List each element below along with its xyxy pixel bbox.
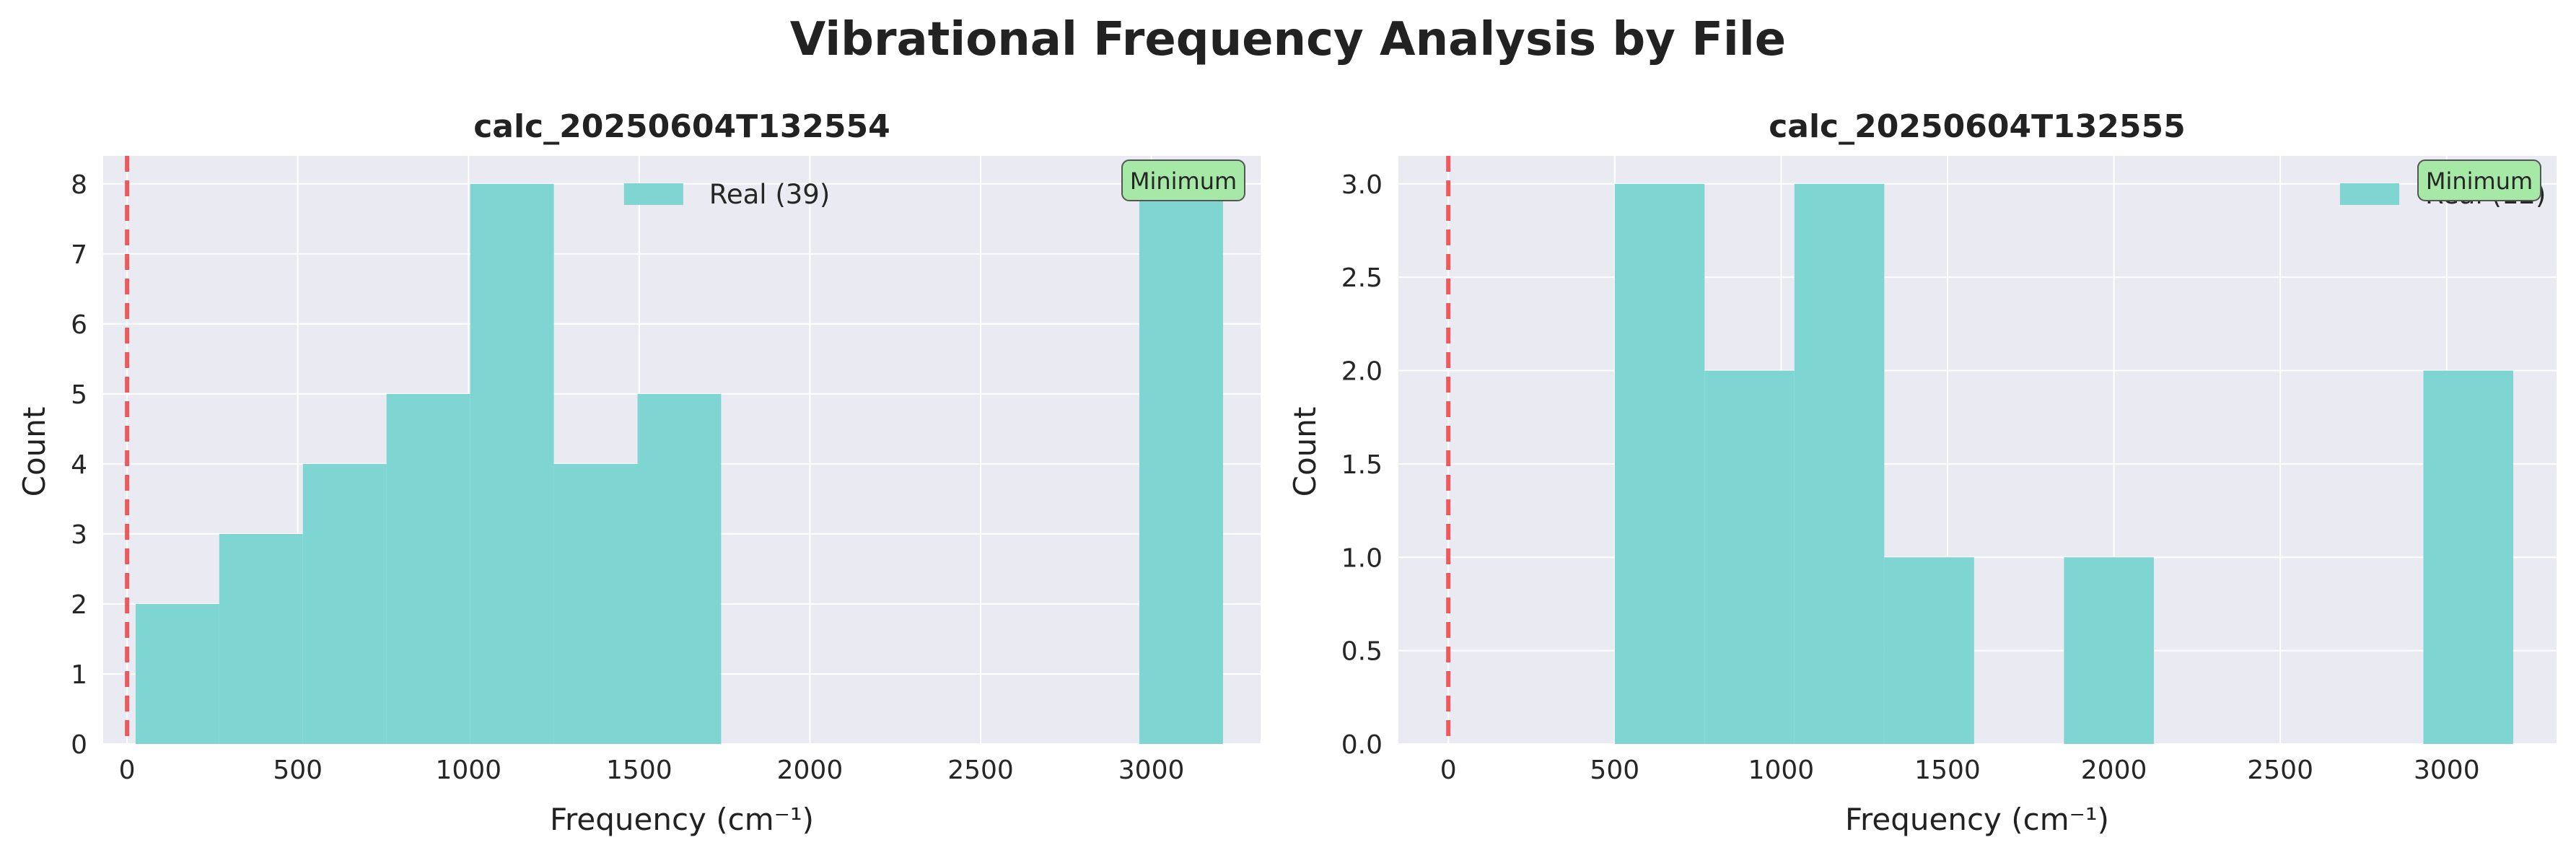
y-axis-label-left: Count [17,407,52,497]
histogram-bar [1139,183,1223,745]
x-tick-label-left: 2000 [777,756,844,785]
histogram-bar [2064,557,2154,744]
y-tick-label-right: 2.5 [1341,263,1383,293]
legend-swatch [2340,183,2399,205]
y-tick-label-right: 0.5 [1341,637,1383,667]
y-tick-label-left: 8 [71,170,87,200]
y-tick-label-left: 5 [71,380,87,410]
histogram-bar [302,463,387,744]
minimum-badge-box [1121,159,1245,201]
x-tick-label-right: 0 [1440,756,1457,785]
y-tick-label-left: 1 [71,660,87,690]
histogram-bar [637,393,722,744]
x-tick-label-left: 500 [273,756,323,785]
y-tick-label-right: 3.0 [1341,170,1383,200]
minimum-badge-box [2417,159,2541,201]
histogram-bar [1884,557,1974,744]
x-tick-label-right: 1500 [1914,756,1981,785]
y-tick-label-right: 0.0 [1341,730,1383,760]
x-tick-label-right: 500 [1590,756,1639,785]
panel-title-right: calc_20250604T132555 [1769,108,2186,145]
x-axis-label-right: Frequency (cm⁻¹) [1845,802,2109,837]
histogram-bar [1704,370,1795,744]
x-tick-label-left: 3000 [1118,756,1185,785]
x-tick-label-left: 1500 [606,756,673,785]
histogram-panel-left: calc_20250604T132554 0 500 1000 1500 2000 250… [17,108,1261,837]
legend-label: Real (39) [709,179,830,210]
x-tick-label-right: 2000 [2081,756,2147,785]
x-tick-label-left: 2500 [947,756,1014,785]
histogram-panel-right: calc_20250604T132555 0 500 1000 1500 2000 250… [1287,108,2557,837]
legend-swatch [623,183,683,205]
plot-background-right [1398,156,2557,744]
y-tick-label-left: 6 [71,310,87,340]
x-tick-label-left: 0 [119,756,136,785]
minimum-badge-label: Minimum [1130,167,1237,195]
histogram-bar [470,183,554,745]
x-tick-label-right: 2500 [2247,756,2313,785]
y-tick-label-left: 2 [71,590,87,620]
y-tick-label-right: 2.0 [1341,357,1383,387]
y-tick-label-left: 4 [71,450,87,480]
histogram-bar [1614,183,1705,745]
histogram-bar [219,533,303,744]
x-tick-label-right: 1000 [1748,756,1815,785]
figure-title: Vibrational Frequency Analysis by File [790,13,1786,66]
y-tick-label-right: 1.5 [1341,450,1383,480]
plot-area-left: 0 500 1000 1500 2000 2500 3000 0 1 2 3 4 5 6 7 8 Real (3… [71,156,1261,785]
histogram-bar [553,463,638,744]
x-tick-label-right: 3000 [2414,756,2480,785]
histogram-bar [135,603,219,744]
histogram-bar [386,393,470,744]
histogram-bar [1794,183,1885,745]
histogram-bar [2423,370,2514,744]
x-axis-label-left: Frequency (cm⁻¹) [550,802,814,837]
y-axis-label-right: Count [1287,407,1323,497]
y-tick-label-left: 0 [71,730,87,760]
minimum-badge-label: Minimum [2426,167,2533,195]
minimum-badge-right: Minimum [2417,159,2541,201]
y-tick-label-left: 3 [71,520,87,550]
x-tick-label-left: 1000 [435,756,501,785]
minimum-badge-left: Minimum [1121,159,1245,201]
legend-left: Real (39) [623,179,830,210]
panel-title-left: calc_20250604T132554 [473,108,890,145]
y-tick-label-right: 1.0 [1341,543,1383,573]
y-tick-label-left: 7 [71,240,87,270]
plot-area-right: 0 500 1000 1500 2000 2500 3000 0.0 0.5 1.0 1.5 2.0 2… [1341,156,2557,785]
